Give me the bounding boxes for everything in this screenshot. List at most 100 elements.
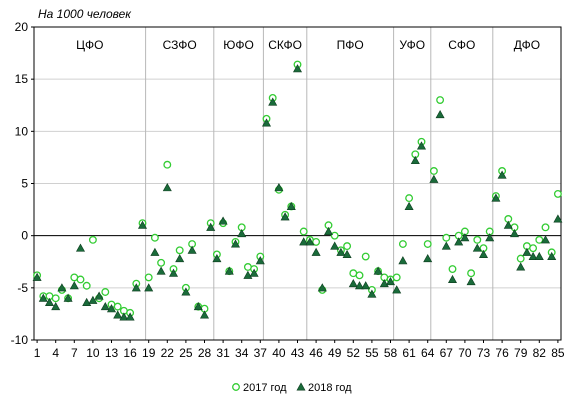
x-tick-label: 73	[477, 346, 491, 360]
data-point	[38, 293, 48, 302]
data-point	[336, 247, 346, 256]
data-point	[218, 216, 228, 225]
data-point	[69, 281, 79, 290]
x-tick-label: 19	[142, 346, 156, 360]
data-point	[156, 266, 166, 275]
x-tick-label: 64	[421, 346, 435, 360]
data-point	[535, 235, 544, 244]
data-point	[144, 273, 153, 282]
region-label: ПФО	[337, 38, 364, 52]
data-point	[373, 266, 383, 275]
data-point	[398, 240, 407, 248]
data-point	[410, 155, 420, 165]
y-tick-label: 15	[15, 72, 29, 86]
data-point	[323, 226, 334, 235]
data-point	[472, 243, 482, 252]
data-point	[312, 237, 321, 246]
x-tick-label: 49	[328, 346, 342, 360]
data-point	[206, 222, 216, 231]
data-point	[540, 235, 551, 244]
data-point	[447, 274, 458, 283]
data-point	[355, 271, 364, 280]
data-point	[292, 64, 303, 73]
x-tick-label: 85	[551, 346, 565, 360]
region-label: ДФО	[514, 38, 540, 52]
data-point	[367, 289, 377, 298]
data-point	[423, 254, 433, 263]
data-point	[150, 247, 160, 256]
data-point	[32, 272, 42, 281]
data-point	[274, 183, 284, 192]
data-point	[63, 293, 73, 302]
data-point	[261, 118, 272, 127]
data-point	[343, 242, 352, 251]
data-point	[441, 241, 451, 250]
x-tick-label: 4	[52, 346, 59, 360]
data-point	[75, 243, 86, 252]
data-point	[442, 233, 451, 242]
data-point	[57, 283, 67, 292]
data-point	[299, 237, 309, 246]
x-tick-label: 22	[161, 346, 175, 360]
legend: 2017 год 2018 год	[232, 382, 352, 394]
data-point	[230, 239, 241, 248]
data-point	[157, 258, 166, 267]
x-tick-label: 67	[440, 346, 454, 360]
data-point	[503, 220, 513, 229]
data-point	[416, 141, 427, 150]
data-point	[311, 247, 321, 256]
data-point	[224, 266, 234, 275]
data-point	[249, 268, 259, 277]
data-point	[466, 276, 476, 286]
region-labels: ЦФО СЗФО ЮФО СКФО ПФО УФО СФО ДФО	[76, 38, 540, 52]
data-point	[330, 241, 340, 250]
data-point	[137, 220, 148, 229]
data-point	[101, 288, 110, 296]
data-point	[516, 254, 525, 263]
data-point	[497, 170, 507, 179]
data-point	[516, 262, 526, 271]
data-point	[361, 252, 370, 261]
legend-marker-2018	[296, 382, 306, 391]
x-tick-label: 52	[347, 346, 361, 360]
data-point	[435, 110, 445, 119]
data-point	[348, 279, 358, 288]
data-point	[361, 281, 371, 290]
x-tick-label: 82	[533, 346, 547, 360]
x-tick-label: 1	[34, 346, 41, 360]
data-point	[82, 281, 91, 290]
legend-label-2018: 2018 год	[308, 382, 352, 394]
data-point	[491, 193, 501, 202]
data-point	[429, 174, 439, 183]
data-point	[175, 246, 184, 255]
data-point	[187, 245, 197, 254]
data-point	[44, 297, 55, 306]
data-point	[423, 240, 432, 248]
y-tick-label: 0	[21, 229, 28, 243]
data-point	[280, 212, 290, 221]
data-point	[448, 265, 457, 274]
unit-label: На 1000 человек	[38, 7, 132, 21]
data-point	[163, 160, 172, 169]
x-tick-label: 34	[235, 346, 249, 360]
data-point	[454, 237, 464, 246]
data-point	[485, 233, 495, 242]
data-point	[125, 312, 135, 321]
data-point	[88, 235, 97, 244]
x-tick-label: 13	[105, 346, 119, 360]
data-point	[534, 251, 544, 261]
data-point	[181, 287, 191, 296]
x-tick-label: 31	[216, 346, 230, 360]
x-tick-label: 79	[514, 346, 528, 360]
data-point	[342, 249, 352, 258]
x-tick-label: 25	[179, 346, 193, 360]
region-label: ЦФО	[76, 38, 103, 52]
data-point	[193, 301, 203, 311]
data-point	[88, 295, 98, 304]
x-tick-label: 61	[402, 346, 416, 360]
data-point	[113, 302, 122, 311]
data-point	[144, 283, 154, 292]
data-point	[150, 233, 159, 242]
data-point	[305, 237, 315, 246]
region-label: СФО	[448, 38, 475, 52]
